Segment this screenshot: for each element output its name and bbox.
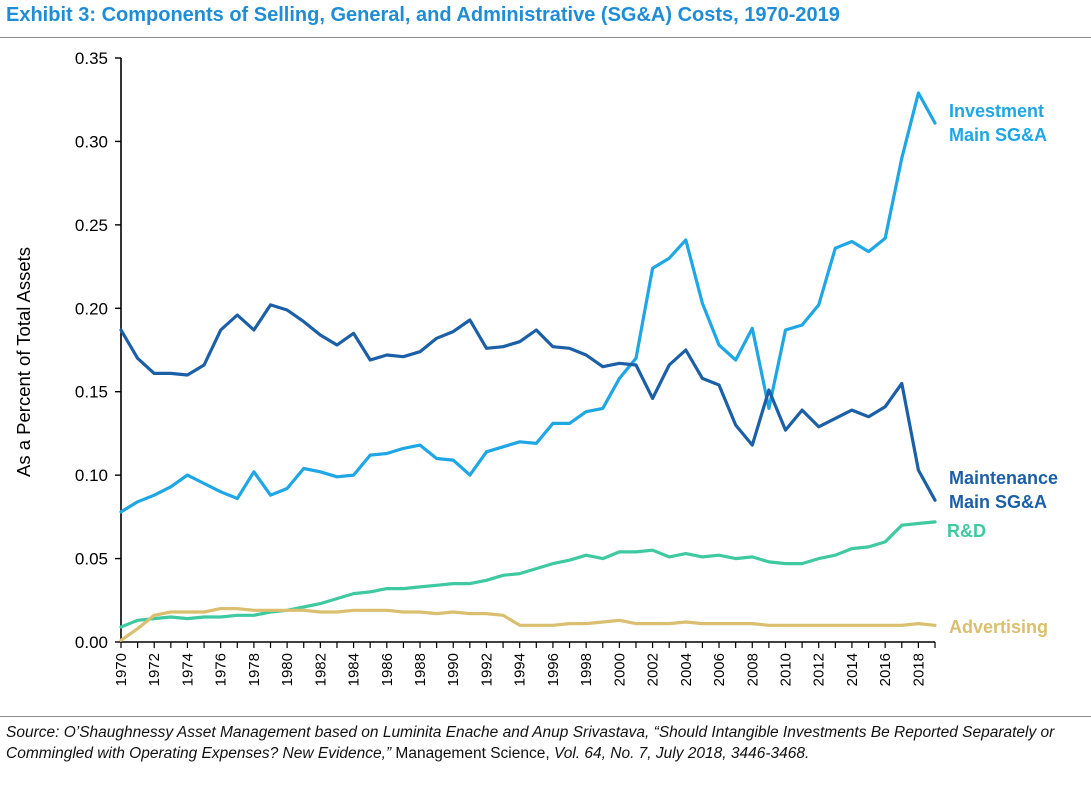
- x-tick-label: 1970: [113, 653, 130, 686]
- series-label-rd: R&D: [947, 521, 986, 541]
- series-label-line: Advertising: [949, 617, 1048, 637]
- x-tick-label: 2012: [811, 653, 828, 686]
- y-axis-title: As a Percent of Total Assets: [13, 247, 34, 477]
- x-tick-label: 1992: [478, 653, 495, 686]
- series-label-line: Main SG&A: [949, 492, 1047, 512]
- series-label-investment-main-sga: Investment Main SG&A: [949, 101, 1047, 145]
- x-tick-label: 1986: [379, 653, 396, 686]
- x-tick-label: 1998: [578, 653, 595, 686]
- y-tick-label: 0.00: [75, 633, 108, 652]
- x-tick-label: 2018: [910, 653, 927, 686]
- title-divider: [0, 37, 1091, 38]
- chart-series: [119, 91, 937, 642]
- x-tick-label: 2006: [711, 653, 728, 686]
- x-tick-label: 1982: [312, 653, 329, 686]
- x-tick-label: 1994: [512, 653, 529, 686]
- chart-axes: 0.00 0.05 0.10 0.15 0.20 0.25 0.30 0.35 1970 1972…: [13, 49, 936, 686]
- x-tick-label: 2004: [678, 653, 695, 686]
- series-label-maintenance-main-sga: Maintenance Main SG&A: [949, 468, 1058, 512]
- x-tick-label: 1980: [279, 653, 296, 686]
- y-tick-label: 0.15: [75, 383, 108, 402]
- x-tick-label: 1972: [146, 653, 163, 686]
- series-line-rd: [119, 520, 937, 629]
- series-line-maintenance-main-sga: [119, 303, 937, 502]
- x-tick-label: 1988: [412, 653, 429, 686]
- chart-title: Exhibit 3: Components of Selling, Genera…: [6, 4, 840, 26]
- x-tick-label: 2008: [744, 653, 761, 686]
- y-tick-label: 0.10: [75, 466, 108, 485]
- series-labels: Investment Main SG&A Maintenance Main SG&A R…: [947, 101, 1058, 637]
- y-tick-label: 0.05: [75, 550, 108, 569]
- x-tick-label: 2010: [777, 653, 794, 686]
- x-tick-label: 1978: [246, 653, 263, 686]
- x-tick-label: 1990: [445, 653, 462, 686]
- series-label-line: Investment: [949, 101, 1044, 121]
- y-tick-label: 0.25: [75, 216, 108, 235]
- sga-line-chart: 0.00 0.05 0.10 0.15 0.20 0.25 0.30 0.35 1970 1972…: [13, 49, 1058, 686]
- series-line-advertising: [119, 606, 937, 642]
- y-tick-label: 0.30: [75, 132, 108, 151]
- x-tick-label: 1976: [213, 653, 230, 686]
- series-line-investment-main-sga: [119, 91, 937, 514]
- series-label-line: R&D: [947, 521, 986, 541]
- source-journal: Management Science,: [395, 745, 550, 762]
- series-label-line: Maintenance: [949, 468, 1058, 488]
- y-tick-label: 0.35: [75, 49, 108, 68]
- x-tick-label: 2014: [844, 653, 861, 686]
- source-note: Source: O’Shaughnessy Asset Management b…: [6, 722, 1081, 764]
- x-tick-label: 2000: [611, 653, 628, 686]
- series-label-advertising: Advertising: [949, 617, 1048, 637]
- x-tick-label: 1996: [545, 653, 562, 686]
- x-tick-label: 2016: [877, 653, 894, 686]
- source-text: Source: O’Shaughnessy Asset Management b…: [6, 724, 1055, 762]
- series-label-line: Main SG&A: [949, 125, 1047, 145]
- x-tick-label: 1974: [179, 653, 196, 686]
- y-tick-label: 0.20: [75, 299, 108, 318]
- source-citation: Vol. 64, No. 7, July 2018, 3446-3468.: [549, 745, 810, 762]
- source-divider: [0, 716, 1091, 717]
- x-tick-label: 1984: [346, 653, 363, 686]
- x-tick-label: 2002: [645, 653, 662, 686]
